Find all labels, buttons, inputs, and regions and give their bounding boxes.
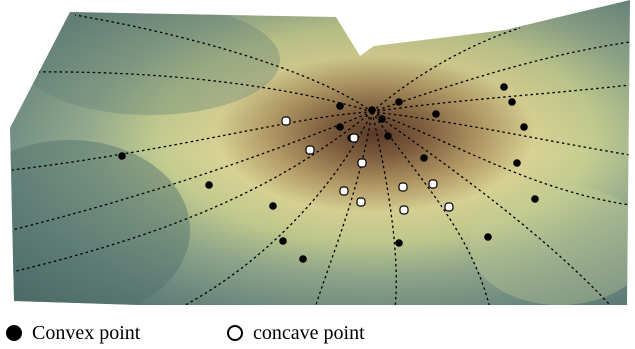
curve-line (11, 111, 373, 273)
curve-line (29, 71, 373, 113)
dark-patch-top (20, 5, 280, 115)
legend-item-convex: Convex point (6, 321, 140, 345)
convex-point (508, 98, 516, 106)
convex-point (336, 123, 344, 131)
concave-point (399, 205, 409, 215)
dark-patch-left (10, 140, 190, 305)
convex-point (279, 237, 287, 245)
curve-line (314, 111, 373, 305)
convex-point (205, 181, 213, 189)
concave-point (398, 182, 408, 192)
concave-point (349, 133, 359, 143)
dotted-curves (11, 14, 630, 305)
concave-point (357, 158, 367, 168)
convex-point (269, 202, 277, 210)
convex-point (531, 195, 539, 203)
concave-point (305, 145, 315, 155)
convex-point (299, 255, 307, 263)
convex-point (378, 115, 386, 123)
concave-point (339, 186, 349, 196)
convex-point (368, 106, 376, 114)
convex-point (336, 102, 344, 110)
legend-label-convex: Convex point (32, 321, 141, 344)
curve-line (371, 111, 611, 305)
curve-line (371, 27, 521, 113)
concave-point (281, 116, 291, 126)
light-patch-right (470, 185, 630, 305)
convex-point (395, 239, 403, 247)
convex-point (484, 233, 492, 241)
convex-point (513, 159, 521, 167)
legend: Convex point concave point (0, 319, 635, 349)
legend-label-concave: concave point (253, 321, 365, 344)
curve-line (74, 14, 373, 113)
convex-point (420, 154, 428, 162)
concave-point (444, 202, 454, 212)
convex-point (118, 152, 126, 160)
convex-point (520, 123, 528, 131)
legend-item-concave: concave point (227, 321, 365, 345)
filled-circle-icon (6, 325, 22, 341)
curve-line (371, 111, 630, 156)
convex-point (500, 83, 508, 91)
convex-point (395, 98, 403, 106)
curve-line (371, 111, 397, 305)
marker-layer (118, 83, 539, 263)
concave-point (428, 179, 438, 189)
curve-line (371, 111, 491, 305)
hollow-circle-icon (227, 325, 243, 341)
convex-point (384, 132, 392, 140)
concave-point (356, 197, 366, 207)
convex-point (432, 110, 440, 118)
curve-line (371, 111, 630, 206)
curve-line (371, 41, 630, 113)
